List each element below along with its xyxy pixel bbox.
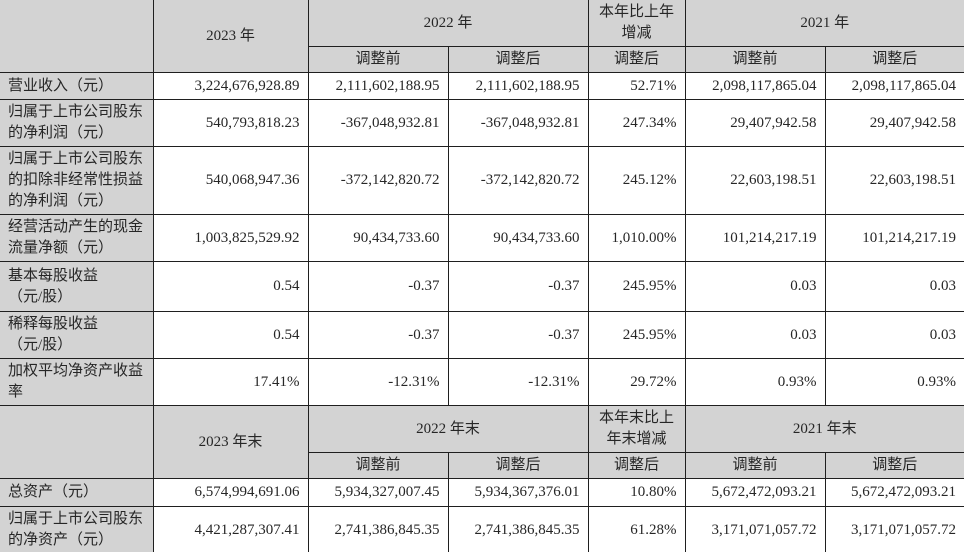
cell-value: 52.71%	[587, 72, 686, 100]
corner-cell	[0, 0, 154, 73]
cell-value: 5,934,367,376.01	[447, 478, 589, 507]
cell-value: 540,068,947.36	[152, 146, 309, 215]
row-label: 稀释每股收益 （元/股）	[0, 311, 154, 359]
year-end-2022-header: 2022 年末	[307, 405, 589, 453]
cell-value: -372,142,820.72	[447, 146, 589, 215]
cell-value: 2,098,117,865.04	[684, 72, 826, 100]
adjust-after-header: 调整后	[824, 452, 964, 479]
table-row: 基本每股收益 （元/股） 0.54 -0.37 -0.37 245.95% 0.…	[0, 261, 964, 312]
cell-value: 2,111,602,188.95	[447, 72, 589, 100]
row-label: 总资产（元）	[0, 478, 154, 507]
yoy-change-header: 本年比上年 增减	[587, 0, 686, 47]
cell-value: 2,741,386,845.35	[307, 506, 449, 552]
year-end-change-header: 本年末比上 年末增减	[587, 405, 686, 453]
row-label: 基本每股收益 （元/股）	[0, 261, 154, 312]
section2-header-adjust-row: 调整前 调整后 调整后 调整前 调整后	[0, 452, 964, 479]
cell-value: 0.03	[824, 261, 964, 312]
cell-value: -0.37	[307, 311, 449, 359]
cell-value: 5,672,472,093.21	[824, 478, 964, 507]
section1-header-year-row: 2023 年 2022 年 本年比上年 增减 2021 年	[0, 0, 964, 73]
year-2021-header: 2021 年	[684, 0, 964, 47]
section2-header-year-row: 2023 年末 2022 年末 本年末比上 年末增减 2021 年末	[0, 405, 964, 479]
adjust-after-header: 调整后	[824, 46, 964, 73]
cell-value: 101,214,217.19	[684, 214, 826, 262]
cell-value: 245.95%	[587, 261, 686, 312]
cell-value: 5,934,327,007.45	[307, 478, 449, 507]
cell-value: 0.54	[152, 261, 309, 312]
cell-value: 3,171,071,057.72	[684, 506, 826, 552]
section1-header-adjust-row: 调整前 调整后 调整后 调整前 调整后	[0, 46, 964, 73]
cell-value: 10.80%	[587, 478, 686, 507]
cell-value: 2,741,386,845.35	[447, 506, 589, 552]
cell-value: 29,407,942.58	[684, 99, 826, 147]
cell-value: -367,048,932.81	[307, 99, 449, 147]
row-label: 归属于上市公司股东 的净资产（元）	[0, 506, 154, 552]
adjust-before-header: 调整前	[684, 452, 826, 479]
cell-value: -12.31%	[307, 358, 449, 406]
table-row: 总资产（元） 6,574,994,691.06 5,934,327,007.45…	[0, 478, 964, 507]
cell-value: 22,603,198.51	[824, 146, 964, 215]
corner-cell	[0, 405, 154, 479]
cell-value: 540,793,818.23	[152, 99, 309, 147]
table-row: 归属于上市公司股东 的净资产（元） 4,421,287,307.41 2,741…	[0, 506, 964, 552]
cell-value: 4,421,287,307.41	[152, 506, 309, 552]
adjust-before-header: 调整前	[307, 46, 449, 73]
cell-value: 22,603,198.51	[684, 146, 826, 215]
adjust-after-header: 调整后	[447, 452, 589, 479]
cell-value: 17.41%	[152, 358, 309, 406]
cell-value: -367,048,932.81	[447, 99, 589, 147]
cell-value: 1,003,825,529.92	[152, 214, 309, 262]
cell-value: -0.37	[307, 261, 449, 312]
row-label: 经营活动产生的现金 流量净额（元）	[0, 214, 154, 262]
year-end-2023-header: 2023 年末	[152, 405, 309, 479]
cell-value: 245.95%	[587, 311, 686, 359]
year-2022-header: 2022 年	[307, 0, 589, 47]
cell-value: -12.31%	[447, 358, 589, 406]
cell-value: 101,214,217.19	[824, 214, 964, 262]
adjust-after-header: 调整后	[587, 452, 686, 479]
cell-value: -0.37	[447, 311, 589, 359]
adjust-after-header: 调整后	[447, 46, 589, 73]
cell-value: 0.03	[684, 311, 826, 359]
cell-value: 0.93%	[684, 358, 826, 406]
adjust-before-header: 调整前	[684, 46, 826, 73]
row-label: 加权平均净资产收益 率	[0, 358, 154, 406]
cell-value: 29,407,942.58	[824, 99, 964, 147]
table-row: 稀释每股收益 （元/股） 0.54 -0.37 -0.37 245.95% 0.…	[0, 311, 964, 359]
year-end-2021-header: 2021 年末	[684, 405, 964, 453]
table-row: 加权平均净资产收益 率 17.41% -12.31% -12.31% 29.72…	[0, 358, 964, 406]
row-label: 归属于上市公司股东 的扣除非经常性损益 的净利润（元）	[0, 146, 154, 215]
year-2023-header: 2023 年	[152, 0, 309, 73]
cell-value: 3,171,071,057.72	[824, 506, 964, 552]
cell-value: 90,434,733.60	[447, 214, 589, 262]
cell-value: 29.72%	[587, 358, 686, 406]
table-row: 归属于上市公司股东 的净利润（元） 540,793,818.23 -367,04…	[0, 99, 964, 147]
cell-value: 2,111,602,188.95	[307, 72, 449, 100]
row-label: 营业收入（元）	[0, 72, 154, 100]
cell-value: 61.28%	[587, 506, 686, 552]
cell-value: 90,434,733.60	[307, 214, 449, 262]
cell-value: 247.34%	[587, 99, 686, 147]
cell-value: 2,098,117,865.04	[824, 72, 964, 100]
cell-value: 6,574,994,691.06	[152, 478, 309, 507]
table-row: 经营活动产生的现金 流量净额（元） 1,003,825,529.92 90,43…	[0, 214, 964, 262]
table-row: 营业收入（元） 3,224,676,928.89 2,111,602,188.9…	[0, 72, 964, 100]
cell-value: 5,672,472,093.21	[684, 478, 826, 507]
row-label: 归属于上市公司股东 的净利润（元）	[0, 99, 154, 147]
cell-value: 0.03	[824, 311, 964, 359]
adjust-after-header: 调整后	[587, 46, 686, 73]
cell-value: 245.12%	[587, 146, 686, 215]
adjust-before-header: 调整前	[307, 452, 449, 479]
table-row: 归属于上市公司股东 的扣除非经常性损益 的净利润（元） 540,068,947.…	[0, 146, 964, 215]
cell-value: 0.93%	[824, 358, 964, 406]
cell-value: 0.54	[152, 311, 309, 359]
cell-value: -0.37	[447, 261, 589, 312]
cell-value: 0.03	[684, 261, 826, 312]
cell-value: 3,224,676,928.89	[152, 72, 309, 100]
cell-value: -372,142,820.72	[307, 146, 449, 215]
cell-value: 1,010.00%	[587, 214, 686, 262]
